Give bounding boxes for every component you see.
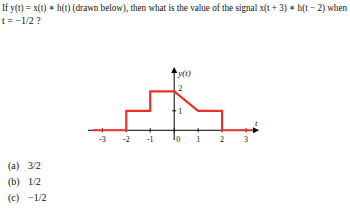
- question-line: t = −1/2 ?: [2, 15, 41, 26]
- plot-area: [93, 91, 253, 130]
- x-tick-label: 2: [220, 135, 224, 144]
- x-tick: [150, 128, 151, 132]
- page: If y(t) = x(t) ∗ h(t) (drawn below), the…: [0, 0, 350, 209]
- option-text: 1/2: [28, 176, 41, 187]
- y-tick: [172, 110, 176, 111]
- y-tick-label: 1: [178, 107, 182, 116]
- x-tick-label: -1: [147, 135, 154, 144]
- axes: [88, 68, 258, 140]
- signal-line: [93, 91, 253, 130]
- y-tick-label: 2: [178, 84, 182, 93]
- x-tick-label: 1: [196, 135, 200, 144]
- x-tick-label: 3: [244, 135, 248, 144]
- x-tick-label: 0: [176, 135, 180, 144]
- option-label: (c): [8, 192, 19, 204]
- x-tick: [174, 128, 175, 132]
- y-axis-label: y(t): [177, 68, 191, 78]
- x-axis-label: t: [255, 118, 258, 128]
- option-label: (a): [8, 160, 19, 172]
- option-label: (b): [8, 176, 20, 188]
- x-tick: [198, 128, 199, 132]
- y-axis: [174, 68, 175, 140]
- x-tick-label: -2: [123, 135, 130, 144]
- option-text: 3/2: [28, 160, 41, 171]
- x-tick-label: -3: [99, 135, 106, 144]
- question-line: If y(t) = x(t) ∗ h(t) (drawn below), the…: [2, 2, 347, 14]
- option-text: −1/2: [28, 192, 46, 203]
